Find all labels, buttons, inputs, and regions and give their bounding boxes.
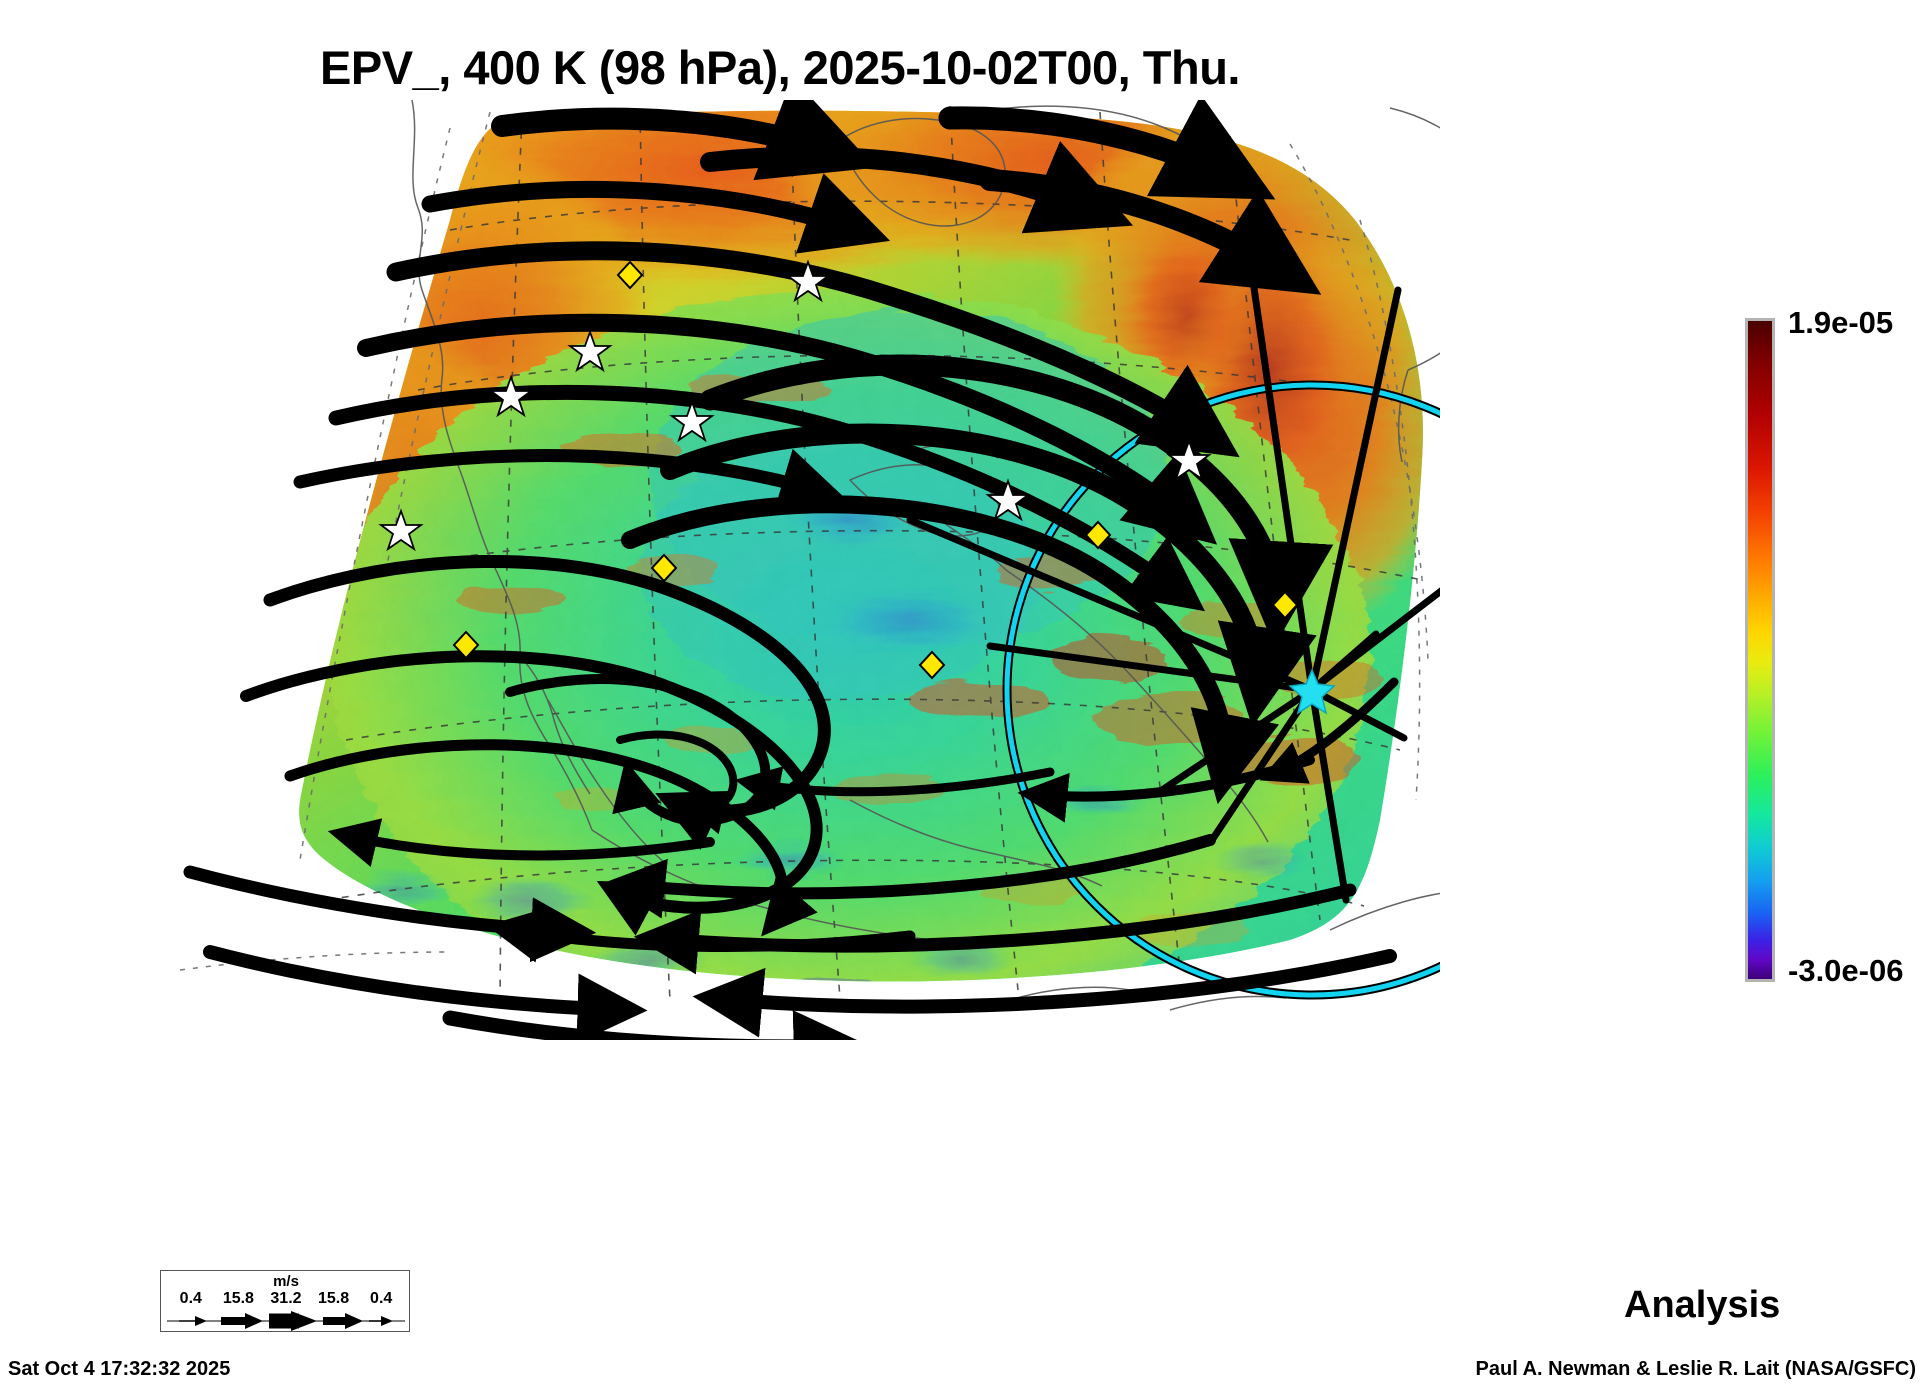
wind-speed-legend: m/s 0.4 15.8 31.2 15.8 0.4 [160,1270,410,1332]
wind-tick-0: 0.4 [179,1290,202,1307]
colorbar-max-label: 1.9e-05 [1788,305,1894,340]
wind-tick-4: 0.4 [370,1290,393,1307]
station-marker-white-star[interactable] [378,259,1212,552]
wind-tick-2: 31.2 [270,1290,302,1307]
wind-legend-units: m/s [273,1273,299,1290]
station-markers[interactable] [378,252,1440,715]
wind-tick-3: 15.8 [318,1290,350,1307]
author-credit: Paul A. Newman & Leslie R. Lait (NASA/GS… [1475,1358,1916,1380]
station-marker-yellow-diamond[interactable] [452,260,1299,680]
great-circle-ring [1002,380,1440,1000]
map-figure[interactable] [150,100,1440,1040]
wind-legend-ticks: 0.4 15.8 31.2 15.8 0.4 [167,1290,405,1308]
wind-tick-1: 15.8 [222,1290,254,1307]
colorbar-min-label: -3.0e-06 [1788,953,1904,988]
colorbar-gradient [1745,318,1775,982]
analysis-label: Analysis [1624,1284,1781,1326]
wind-legend-arrow-scale [167,1311,405,1331]
render-timestamp: Sat Oct 4 17:32:32 2025 [8,1358,231,1380]
map-panel[interactable] [150,100,1440,1040]
base-marker-cyan-star[interactable] [1288,668,1336,715]
page-title: EPV_, 400 K (98 hPa), 2025-10-02T00, Thu… [320,41,1240,94]
colorbar[interactable]: 1.9e-05 -3.0e-06 [1740,305,1926,1005]
